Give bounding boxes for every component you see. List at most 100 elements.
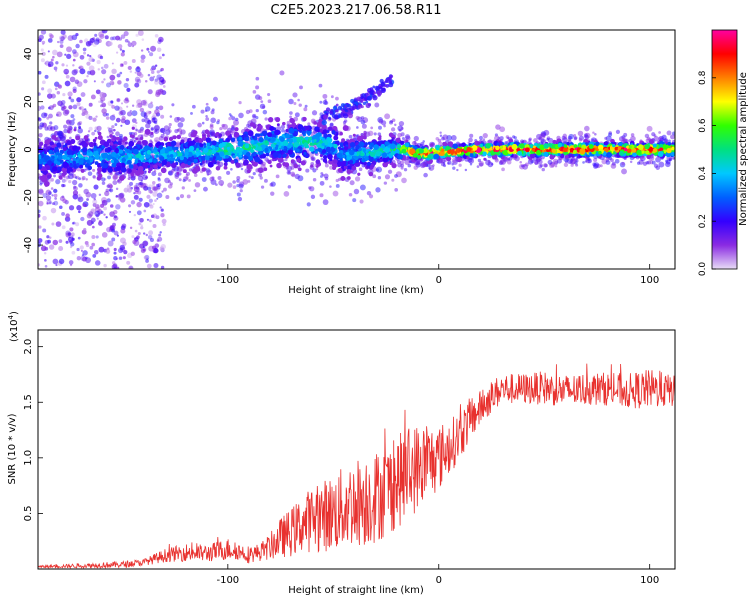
- spectrogram-cell: [105, 249, 111, 254]
- spectrogram-cell: [124, 97, 129, 102]
- spectrogram-cell: [251, 113, 257, 119]
- spectrogram-cell: [282, 153, 287, 158]
- spectrogram-cell: [134, 229, 138, 233]
- spectrogram-cell: [353, 188, 360, 195]
- spectrogram-cell: [51, 222, 55, 226]
- spectrogram-cell: [115, 117, 121, 123]
- spectrogram-cell: [110, 100, 114, 104]
- spectrogram-cell: [561, 135, 566, 140]
- spectrogram-cell: [111, 81, 115, 86]
- spectrogram-cell: [96, 176, 102, 181]
- spectrogram-cell: [369, 146, 373, 150]
- spectrogram-cell: [142, 245, 146, 249]
- spectrogram-cell: [267, 99, 272, 104]
- spectrogram-cell: [57, 84, 61, 88]
- spectrogram-cell: [321, 142, 325, 147]
- spectrogram-cell: [93, 202, 98, 207]
- spectrogram-cell: [135, 170, 141, 177]
- spectrogram-cell: [322, 129, 328, 135]
- spectrogram-cell: [311, 142, 315, 146]
- spectrogram-cell: [105, 116, 110, 120]
- spectrogram-cell: [257, 167, 264, 174]
- spectrogram-cell: [267, 159, 272, 165]
- spectrogram-cell: [127, 42, 133, 48]
- spectrogram-cell: [97, 135, 103, 141]
- spectrogram-cell: [323, 133, 328, 138]
- spectrogram-cell: [82, 147, 88, 153]
- spectrogram-cell: [152, 186, 158, 192]
- spectrogram-cell: [68, 126, 73, 131]
- spectrogram-cell: [88, 102, 93, 107]
- spectrogram-cell: [69, 227, 74, 232]
- spectrogram-cell: [159, 246, 165, 251]
- spectrogram-cell: [38, 92, 41, 96]
- spectrogram-cell: [109, 74, 116, 81]
- spectrogram-cell: [38, 163, 43, 170]
- spectrogram-cell: [43, 251, 47, 255]
- spectrogram-cell: [252, 90, 257, 94]
- spectrogram-cell: [260, 100, 264, 104]
- spectrogram-cell: [45, 195, 52, 201]
- spectrogram-cell: [69, 136, 72, 140]
- spectrogram-cell: [38, 141, 44, 147]
- spectrogram-cell: [206, 142, 211, 147]
- spectrogram-cell: [46, 235, 50, 239]
- spectrogram-cell: [59, 205, 63, 210]
- spectrogram-cell: [146, 218, 150, 221]
- spectrogram-cell: [231, 116, 236, 121]
- spectrogram-cell: [322, 93, 328, 99]
- spectrogram-cell: [116, 73, 121, 78]
- spectrogram-cell: [93, 198, 96, 201]
- spectrogram-cell: [75, 135, 81, 141]
- spectrogram-cell: [61, 225, 66, 230]
- spectrogram-cell: [101, 168, 107, 173]
- spectrogram-cell: [329, 122, 334, 127]
- spectrogram-cell: [201, 160, 205, 164]
- spectrogram-cell: [154, 199, 157, 202]
- spectrogram-cell: [86, 61, 91, 66]
- spectrogram-cell: [127, 40, 130, 44]
- spectrogram-cell: [155, 136, 160, 141]
- spectrogram-cell: [149, 204, 154, 209]
- spectrogram-cell: [288, 128, 295, 134]
- spectrogram-cell: [135, 79, 140, 84]
- spectrogram-cell: [668, 157, 673, 162]
- spectrogram-cell: [306, 202, 311, 207]
- spectrogram-cell: [81, 176, 86, 180]
- spectrogram-cell: [38, 213, 41, 218]
- spectrogram-cell: [466, 156, 470, 160]
- spectrogram-cell: [140, 224, 143, 227]
- spectrogram-cell: [147, 170, 151, 174]
- spectrogram-cell: [113, 230, 119, 236]
- spectrogram-cell: [146, 47, 150, 51]
- spectrogram-cell: [136, 99, 142, 105]
- spectrogram-cell: [72, 88, 77, 93]
- spectrogram-cell: [288, 98, 294, 105]
- spectrogram-heat-layer: [38, 30, 675, 269]
- spectrogram-cell: [544, 163, 548, 168]
- spectrogram-cell: [236, 149, 240, 153]
- spectrogram-cell: [456, 168, 459, 172]
- spectrogram-cell: [42, 170, 48, 176]
- spectrogram-cell: [69, 245, 73, 249]
- spectrogram-cell: [146, 150, 152, 155]
- spectrogram-cell: [70, 242, 75, 247]
- spectrogram-cell: [228, 117, 232, 121]
- spectrogram-cell: [85, 257, 92, 264]
- spectrogram-cell: [142, 162, 148, 169]
- spectrogram-cell: [161, 53, 165, 57]
- spectrogram-cell: [477, 158, 482, 163]
- spectrogram-cell: [321, 173, 325, 177]
- spectrogram-cell: [297, 167, 302, 172]
- spectrogram-cell: [43, 180, 50, 187]
- spectrogram-cell: [557, 142, 563, 148]
- spectrogram-cell: [642, 161, 648, 166]
- spectrogram-cell: [148, 190, 151, 193]
- spectrogram-cell: [529, 152, 536, 159]
- spectrogram-cell: [136, 78, 142, 84]
- spectrogram-cell: [243, 159, 249, 166]
- spectrogram-cell: [87, 149, 91, 153]
- spectrogram-cell: [307, 122, 311, 126]
- spectrogram-cell: [171, 103, 175, 107]
